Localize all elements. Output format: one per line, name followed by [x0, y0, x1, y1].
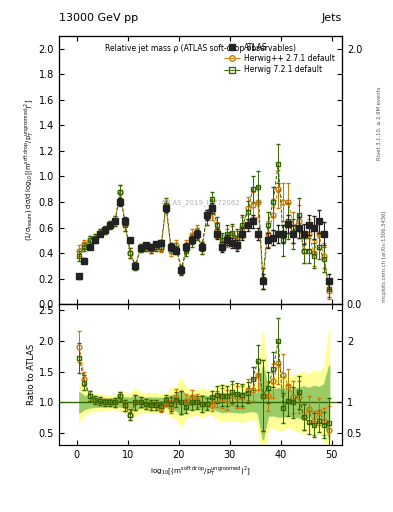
- X-axis label: log$_{10}$[(m$^{\mathrm{soft\ drop}}$/p$_\mathrm{T}^{\mathrm{ungroomed}}$)$^2$]: log$_{10}$[(m$^{\mathrm{soft\ drop}}$/p$…: [150, 464, 251, 478]
- Text: Relative jet mass ρ (ATLAS soft-drop observables): Relative jet mass ρ (ATLAS soft-drop obs…: [105, 44, 296, 53]
- Text: Rivet 3.1.10, ≥ 2.9M events: Rivet 3.1.10, ≥ 2.9M events: [377, 86, 382, 160]
- Legend: ATLAS, Herwig++ 2.7.1 default, Herwig 7.2.1 default: ATLAS, Herwig++ 2.7.1 default, Herwig 7.…: [220, 39, 338, 77]
- Text: mcplots.cern.ch [arXiv:1306.3436]: mcplots.cern.ch [arXiv:1306.3436]: [382, 210, 387, 302]
- Text: ATLAS_2019_I1772062: ATLAS_2019_I1772062: [161, 199, 240, 206]
- Text: Jets: Jets: [321, 13, 342, 23]
- Y-axis label: (1/σ$_{\mathrm{resum}}$) dσ/d log$_{10}$[(m$^{\mathrm{soft\ drop}}$/p$_T^{\mathr: (1/σ$_{\mathrm{resum}}$) dσ/d log$_{10}$…: [22, 99, 36, 241]
- Y-axis label: Ratio to ATLAS: Ratio to ATLAS: [27, 344, 36, 406]
- Text: 13000 GeV pp: 13000 GeV pp: [59, 13, 138, 23]
